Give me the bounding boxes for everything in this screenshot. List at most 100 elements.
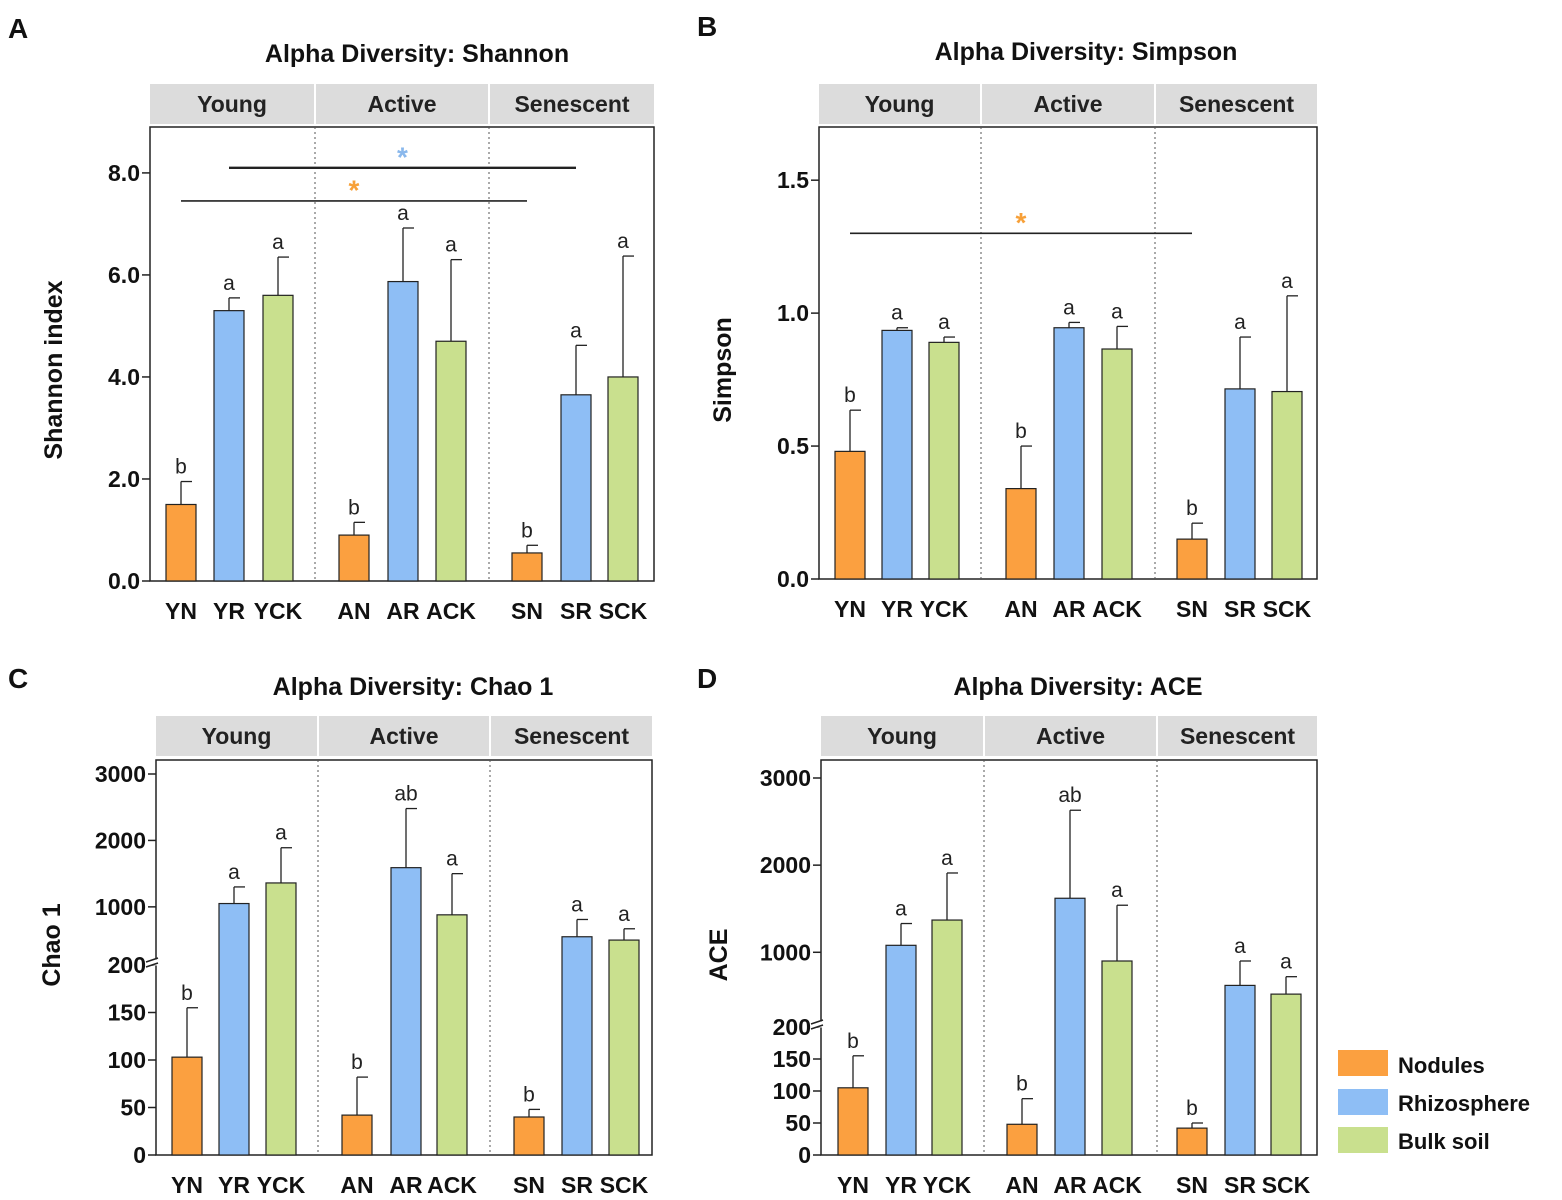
y-axis-label: Shannon index: [40, 280, 68, 459]
group-header-box: [316, 84, 488, 124]
y-tick-label: 1000: [95, 894, 146, 920]
bar-ar: [387, 280, 419, 582]
chart-title: Alpha Diversity: Shannon: [265, 40, 569, 68]
x-tick-label: SR: [561, 1172, 593, 1198]
chart-title: Alpha Diversity: Chao 1: [273, 673, 554, 701]
significance-letter: b: [1015, 420, 1027, 443]
x-tick-label: SCK: [599, 598, 648, 624]
y-tick-label: 100: [773, 1078, 811, 1104]
y-tick-label: 150: [773, 1046, 811, 1072]
y-tick-label: 200: [773, 1014, 811, 1040]
bar-yn: [165, 503, 197, 582]
bar-yck: [928, 341, 960, 580]
y-tick-label: 1.0: [777, 300, 809, 326]
x-tick-label: YR: [218, 1172, 250, 1198]
significance-letter: a: [891, 302, 903, 325]
chart-title: Alpha Diversity: Simpson: [935, 38, 1238, 66]
significance-letter: a: [570, 319, 582, 342]
bar-sck: [1270, 993, 1302, 1156]
significance-letter: a: [895, 898, 907, 921]
bar-an: [341, 1114, 373, 1156]
group-header-box: [1156, 84, 1317, 124]
group-label: Young: [197, 91, 267, 117]
x-tick-label: YCK: [254, 598, 303, 624]
bar-yr: [881, 329, 913, 580]
panel-letter-d: D: [697, 663, 717, 694]
group-label: Active: [1036, 723, 1105, 749]
chart-title: Alpha Diversity: ACE: [953, 673, 1202, 701]
group-header-box: [150, 84, 314, 124]
significance-letter: a: [1234, 935, 1246, 958]
y-tick-label: 3000: [95, 761, 146, 787]
panel-letter-c: C: [8, 663, 28, 694]
axis-break-mark: [145, 957, 159, 963]
y-tick-label: 2000: [760, 852, 811, 878]
plot-area: 050100150200100020003000bYNaYRaYCKbANabA…: [760, 759, 1318, 1198]
y-tick-label: 200: [108, 952, 146, 978]
bar-sn: [513, 1116, 545, 1156]
bar-an: [1005, 488, 1037, 580]
y-axis-label: ACE: [705, 929, 733, 982]
y-tick-label: 0.0: [108, 568, 140, 594]
y-axis-label: Simpson: [709, 317, 737, 423]
significance-letter: a: [446, 848, 458, 871]
x-tick-label: ACK: [427, 1172, 477, 1198]
significance-letter: a: [1063, 296, 1075, 319]
y-axis-label: Chao 1: [38, 903, 66, 986]
plot-area: 0.0 2.0 4.0 6.0 8.0 b YN a YR a YCK b AN a AR a ACK b SN a S…: [108, 126, 655, 624]
significance-letter: b: [348, 496, 360, 519]
significance-letter: b: [351, 1051, 363, 1074]
y-tick-label: 150: [108, 1000, 146, 1026]
significance-letter: a: [617, 230, 629, 253]
bar-ack: [1101, 348, 1133, 580]
legend: Nodules Rhizosphere Bulk soil: [1338, 1050, 1530, 1154]
y-tick-label: 0: [798, 1142, 811, 1168]
group-label: Active: [369, 723, 438, 749]
x-tick-label: YCK: [920, 596, 969, 622]
x-tick-label: SN: [511, 598, 543, 624]
significance-letter: b: [1186, 497, 1198, 520]
significance-letter: a: [941, 847, 953, 870]
bar-sr: [1224, 388, 1256, 580]
group-label: Young: [867, 723, 937, 749]
legend-label-bulk-soil: Bulk soil: [1398, 1129, 1490, 1154]
group-header: Young Active Senescent: [156, 716, 652, 756]
bar-ack: [435, 340, 467, 582]
x-tick-label: SCK: [1263, 596, 1312, 622]
group-label: Active: [367, 91, 436, 117]
group-header-box: [319, 716, 489, 756]
bar-yn: [837, 1087, 869, 1156]
group-header-box: [985, 716, 1156, 756]
significance-letter: b: [181, 982, 193, 1005]
group-header-box: [982, 84, 1154, 124]
significance-star: *: [1016, 207, 1027, 238]
x-tick-label: YN: [834, 596, 866, 622]
group-header-box: [156, 716, 317, 756]
significance-letter: a: [571, 893, 583, 916]
significance-letter: b: [1016, 1073, 1028, 1096]
y-tick-label: 2000: [95, 827, 146, 853]
x-tick-label: AR: [389, 1172, 423, 1198]
significance-letter: a: [1281, 270, 1293, 293]
bar-yn: [171, 1056, 203, 1156]
axis-break-gap: [811, 1021, 823, 1028]
x-tick-label: SR: [1224, 1172, 1256, 1198]
legend-label-rhizosphere: Rhizosphere: [1398, 1091, 1530, 1116]
group-header: Young Active Senescent: [821, 716, 1317, 756]
bar-sck: [607, 376, 639, 582]
x-tick-label: SN: [1176, 596, 1208, 622]
x-tick-label: YR: [885, 1172, 917, 1198]
significance-letter: a: [938, 311, 950, 334]
legend-label-nodules: Nodules: [1398, 1053, 1485, 1078]
x-tick-label: YR: [881, 596, 913, 622]
bar-sr: [1224, 984, 1256, 1156]
significance-letter: a: [228, 861, 240, 884]
significance-letter: a: [223, 272, 235, 295]
y-tick-label: 0.0: [777, 566, 809, 592]
y-tick-label: 0.5: [777, 433, 809, 459]
y-tick-label: 50: [785, 1110, 811, 1136]
x-tick-label: AN: [340, 1172, 373, 1198]
axis-break-mark: [810, 1024, 824, 1030]
y-tick-label: 100: [108, 1047, 146, 1073]
